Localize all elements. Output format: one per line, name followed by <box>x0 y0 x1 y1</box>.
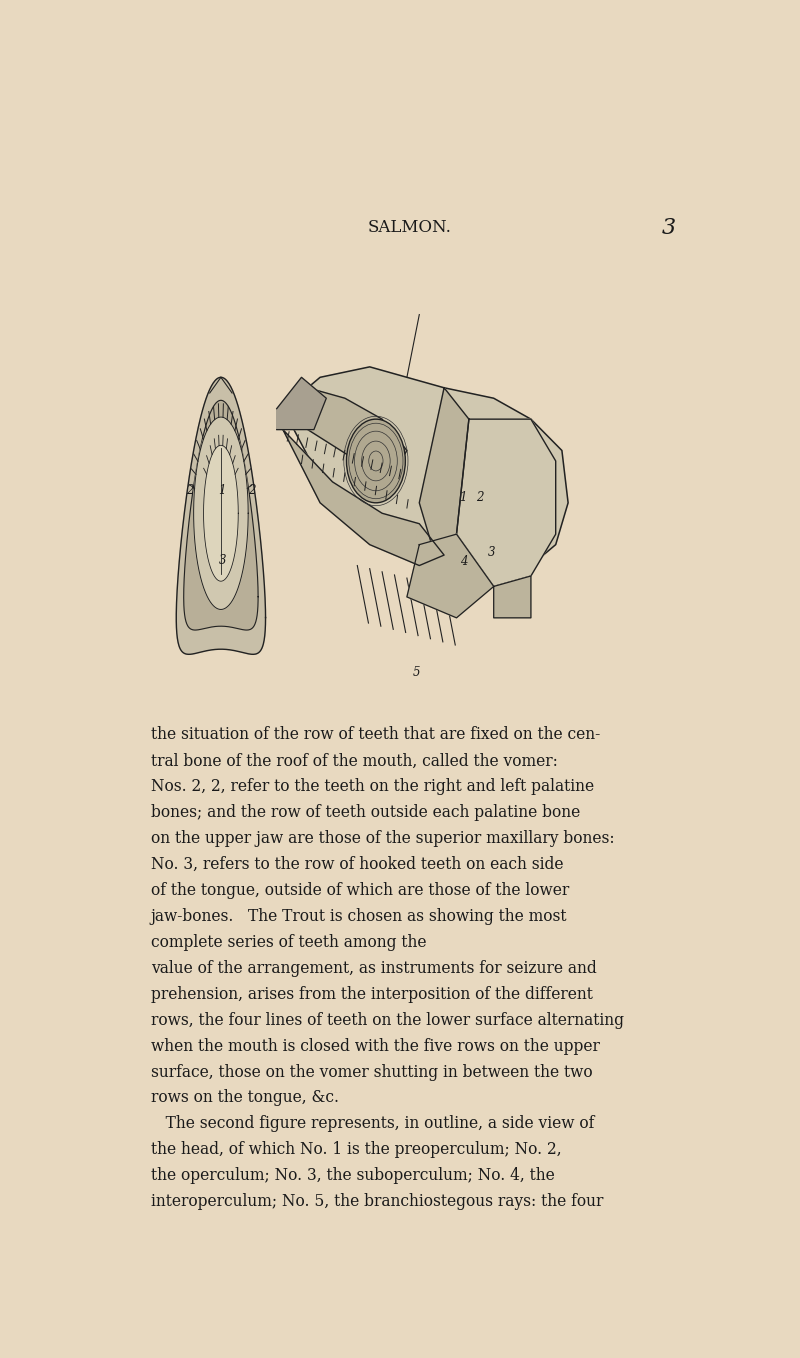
Text: 1: 1 <box>459 492 466 504</box>
Text: on the upper jaw are those of the superior maxillary bones:: on the upper jaw are those of the superi… <box>151 830 614 847</box>
Text: prehension, arises from the interposition of the different: prehension, arises from the interpositio… <box>151 986 593 1002</box>
Text: surface, those on the vomer shutting in between the two: surface, those on the vomer shutting in … <box>151 1063 593 1081</box>
Text: 5: 5 <box>413 665 420 679</box>
Text: tral bone of the roof of the mouth, called the vomer:: tral bone of the roof of the mouth, call… <box>151 752 558 770</box>
Text: rows, the four lines of teeth on the lower surface alternating: rows, the four lines of teeth on the low… <box>151 1012 624 1029</box>
Ellipse shape <box>346 420 406 502</box>
Text: No. 3, refers to the row of hooked teeth on each side: No. 3, refers to the row of hooked teeth… <box>151 856 563 873</box>
Text: the head, of which No. 1 is the preoperculum; No. 2,: the head, of which No. 1 is the preoperc… <box>151 1141 562 1158</box>
Text: complete series of teeth among the: complete series of teeth among the <box>151 934 431 951</box>
Text: 2: 2 <box>476 492 484 504</box>
Text: the operculum; No. 3, the suboperculum; No. 4, the: the operculum; No. 3, the suboperculum; … <box>151 1168 554 1184</box>
Polygon shape <box>457 420 556 587</box>
Polygon shape <box>407 534 494 618</box>
Polygon shape <box>277 378 326 429</box>
Polygon shape <box>494 576 531 618</box>
Text: interoperculum; No. 5, the branchiostegous rays: the four: interoperculum; No. 5, the branchiostego… <box>151 1194 603 1210</box>
Polygon shape <box>176 378 266 655</box>
Text: 4: 4 <box>460 555 468 568</box>
Polygon shape <box>419 388 469 545</box>
Text: of the tongue, outside of which are those of the lower: of the tongue, outside of which are thos… <box>151 883 569 899</box>
Text: 2: 2 <box>248 483 256 497</box>
Text: Nos. 2, 2, refer to the teeth on the right and left palatine: Nos. 2, 2, refer to the teeth on the rig… <box>151 778 594 796</box>
Polygon shape <box>203 445 238 581</box>
Text: 3: 3 <box>487 546 495 559</box>
Polygon shape <box>283 367 568 576</box>
Text: when the mouth is closed with the five rows on the upper: when the mouth is closed with the five r… <box>151 1038 600 1055</box>
Polygon shape <box>184 401 258 630</box>
Polygon shape <box>194 417 248 610</box>
Text: 2: 2 <box>186 483 194 497</box>
Polygon shape <box>283 429 444 565</box>
Text: value of the arrangement, as instruments for seizure and: value of the arrangement, as instruments… <box>151 960 597 976</box>
Text: 3: 3 <box>662 217 676 239</box>
Text: bones; and the row of teeth outside each palatine bone: bones; and the row of teeth outside each… <box>151 804 580 822</box>
Text: The second figure represents, in outline, a side view of: The second figure represents, in outline… <box>151 1115 594 1133</box>
Text: 3: 3 <box>218 554 226 566</box>
Text: rows on the tongue, &c.: rows on the tongue, &c. <box>151 1089 339 1107</box>
Text: jaw-bones.   The Trout is chosen as showing the most: jaw-bones. The Trout is chosen as showin… <box>151 909 567 925</box>
Text: the situation of the row of teeth that are fixed on the cen-: the situation of the row of teeth that a… <box>151 727 600 743</box>
Text: 1: 1 <box>218 483 226 497</box>
Polygon shape <box>283 388 407 471</box>
Text: SALMON.: SALMON. <box>368 219 452 236</box>
